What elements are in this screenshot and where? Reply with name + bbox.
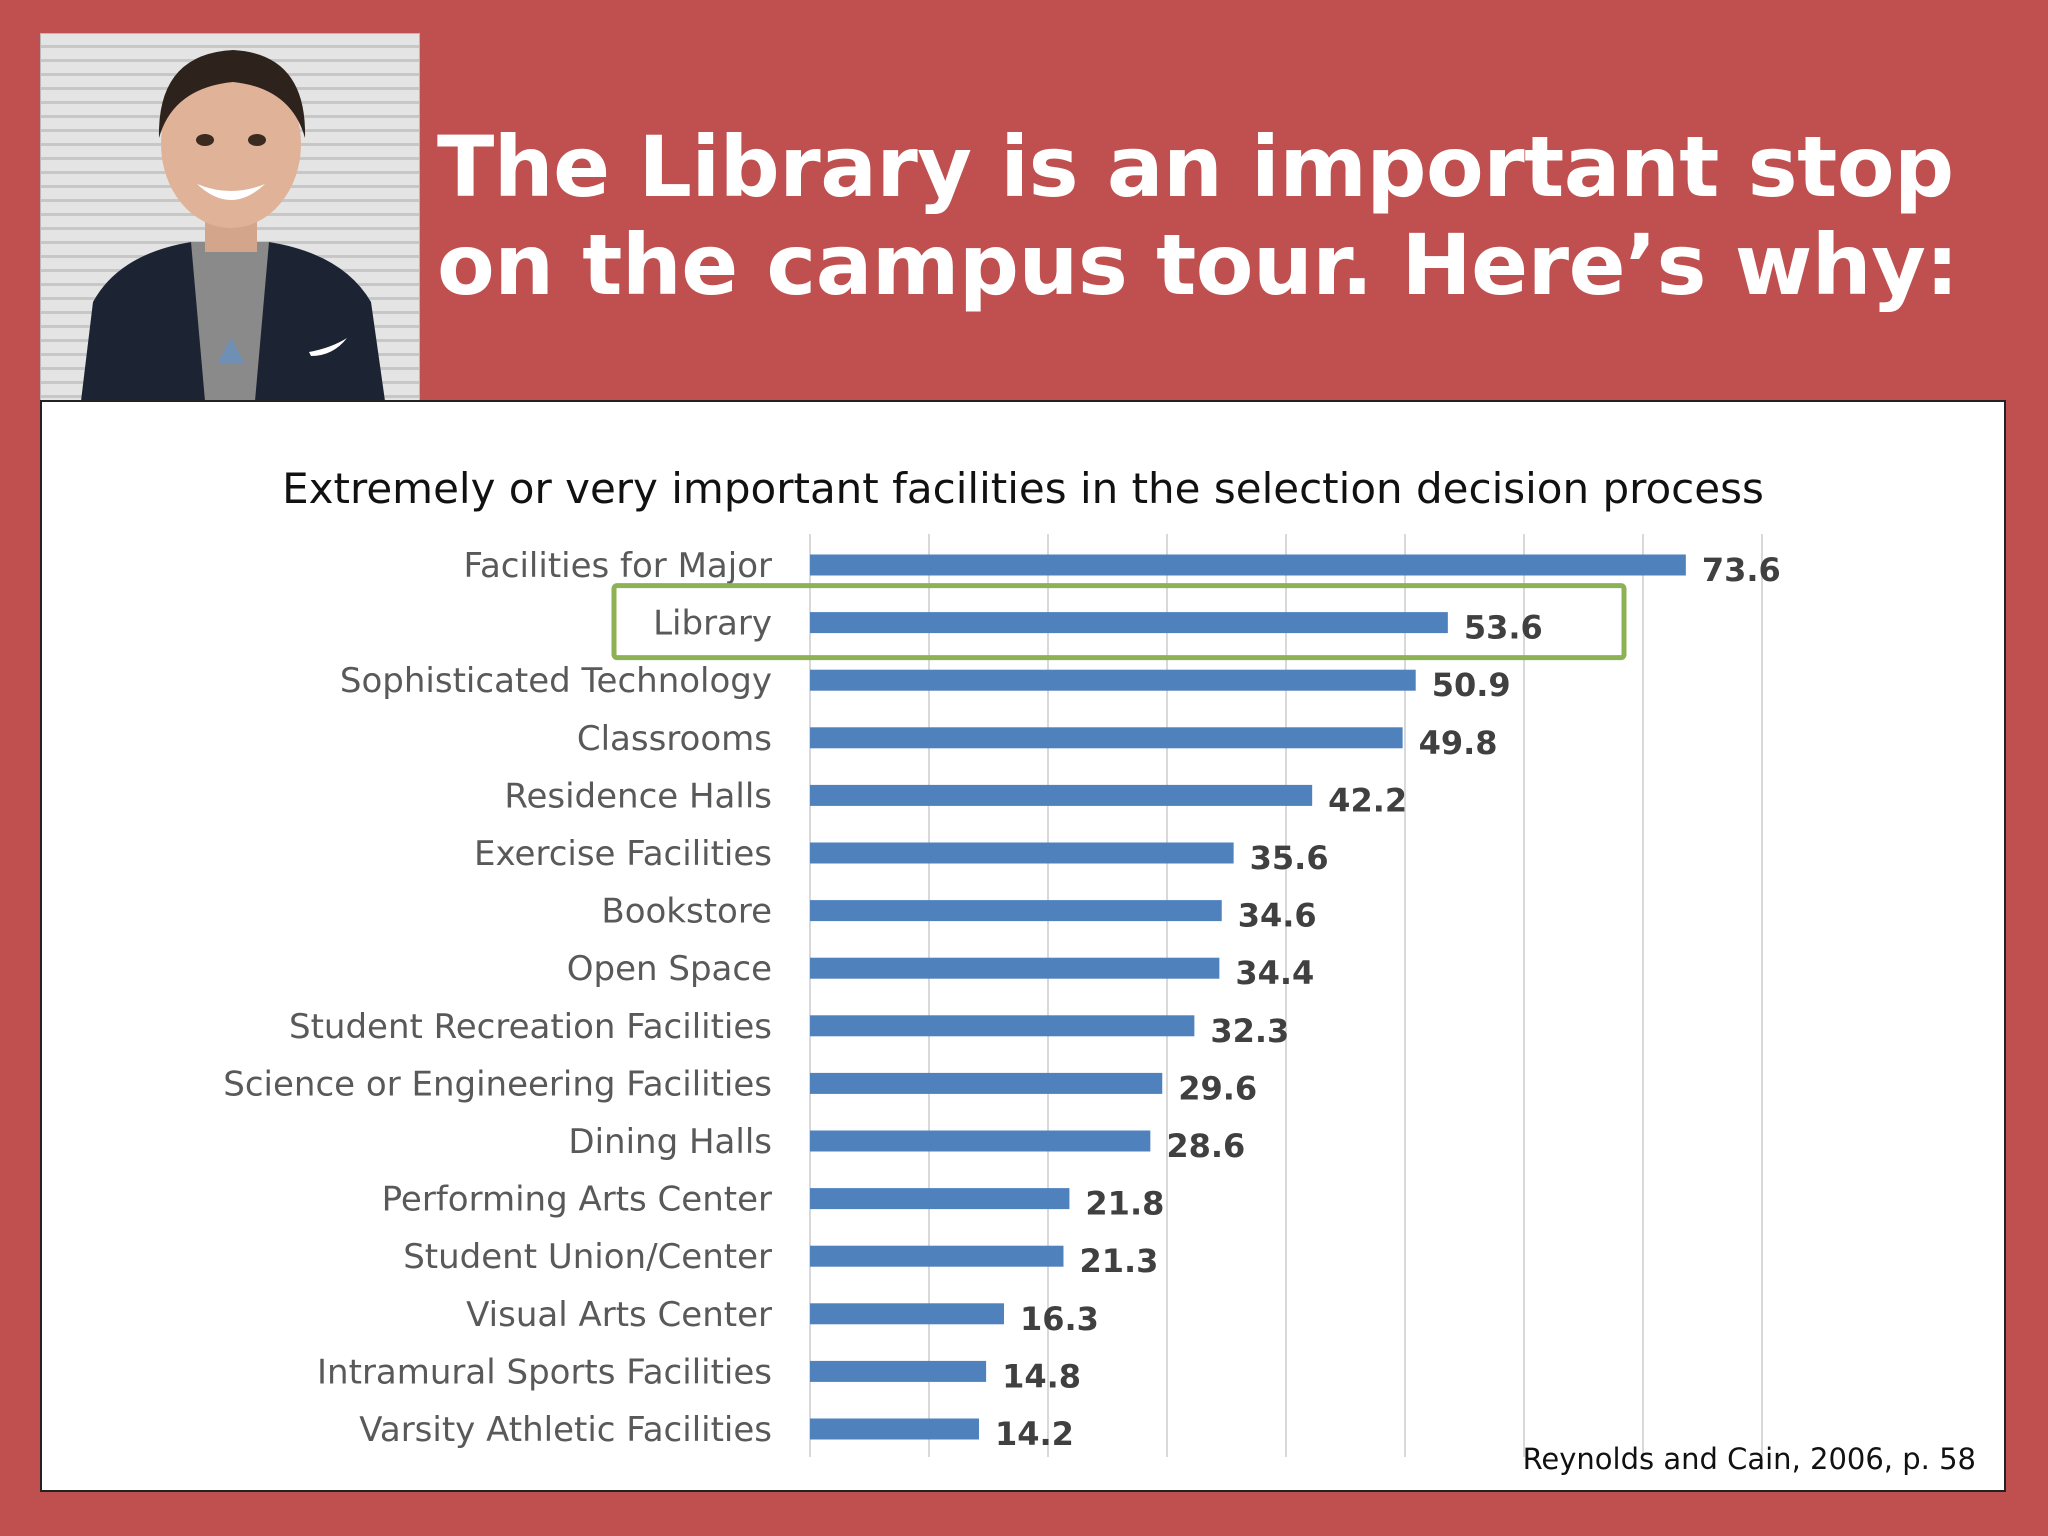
category-label: Visual Arts Center — [466, 1295, 772, 1335]
bar — [810, 957, 1220, 979]
data-label: 16.3 — [1020, 1300, 1099, 1338]
bar — [810, 554, 1686, 576]
chart-title: Extremely or very important facilities i… — [282, 464, 1764, 513]
student-photo — [40, 33, 420, 402]
bar — [810, 842, 1234, 864]
bar — [810, 1360, 987, 1382]
data-label: 53.6 — [1464, 609, 1543, 647]
category-label: Bookstore — [601, 892, 772, 932]
library-highlight-box — [611, 583, 1627, 661]
data-label: 14.2 — [995, 1415, 1074, 1453]
data-label: 35.6 — [1250, 839, 1329, 877]
citation: Reynolds and Cain, 2006, p. 58 — [1522, 1442, 1976, 1476]
bar — [810, 1072, 1163, 1094]
category-label: Dining Halls — [568, 1122, 772, 1162]
data-label: 14.8 — [1002, 1357, 1081, 1395]
bar-chart: Facilities for Major 73.6 Library 53.6 Sophi… — [223, 534, 1781, 1457]
data-label: 73.6 — [1702, 551, 1781, 589]
category-label: Facilities for Major — [464, 546, 772, 586]
category-label: Library — [653, 604, 772, 644]
category-label: Intramural Sports Facilities — [317, 1352, 772, 1392]
bar — [810, 784, 1313, 806]
bar — [810, 900, 1222, 922]
category-label: Student Recreation Facilities — [289, 1007, 772, 1047]
data-label: 34.4 — [1235, 954, 1314, 992]
data-label: 28.6 — [1166, 1127, 1245, 1165]
category-label: Student Union/Center — [403, 1237, 772, 1277]
bar — [810, 1015, 1195, 1037]
category-label: Exercise Facilities — [474, 834, 772, 874]
data-label: 32.3 — [1210, 1012, 1289, 1050]
bar — [810, 669, 1416, 691]
category-label: Open Space — [567, 949, 772, 989]
bar — [810, 727, 1403, 749]
data-label: 50.9 — [1432, 666, 1511, 704]
bar — [810, 1130, 1151, 1152]
category-label: Sophisticated Technology — [340, 661, 772, 701]
bar — [810, 1418, 979, 1440]
category-label: Classrooms — [577, 719, 772, 759]
data-label: 29.6 — [1178, 1069, 1257, 1107]
chart-panel: Extremely or very important facilities i… — [40, 400, 2006, 1492]
data-label: 21.3 — [1079, 1242, 1158, 1280]
data-label: 21.8 — [1085, 1185, 1164, 1223]
student-portrait-icon — [41, 34, 419, 401]
category-label: Varsity Athletic Facilities — [359, 1410, 772, 1450]
bar — [810, 1245, 1064, 1267]
data-label: 49.8 — [1419, 724, 1498, 762]
category-label: Residence Halls — [504, 776, 772, 816]
category-label: Performing Arts Center — [382, 1180, 772, 1220]
slide-title: The Library is an important stop on the … — [437, 118, 1959, 314]
data-label: 34.6 — [1238, 897, 1317, 935]
bar — [810, 1303, 1004, 1325]
bar — [810, 1188, 1070, 1210]
category-label: Science or Engineering Facilities — [223, 1064, 772, 1104]
data-label: 42.2 — [1328, 781, 1407, 819]
bar — [810, 612, 1448, 634]
